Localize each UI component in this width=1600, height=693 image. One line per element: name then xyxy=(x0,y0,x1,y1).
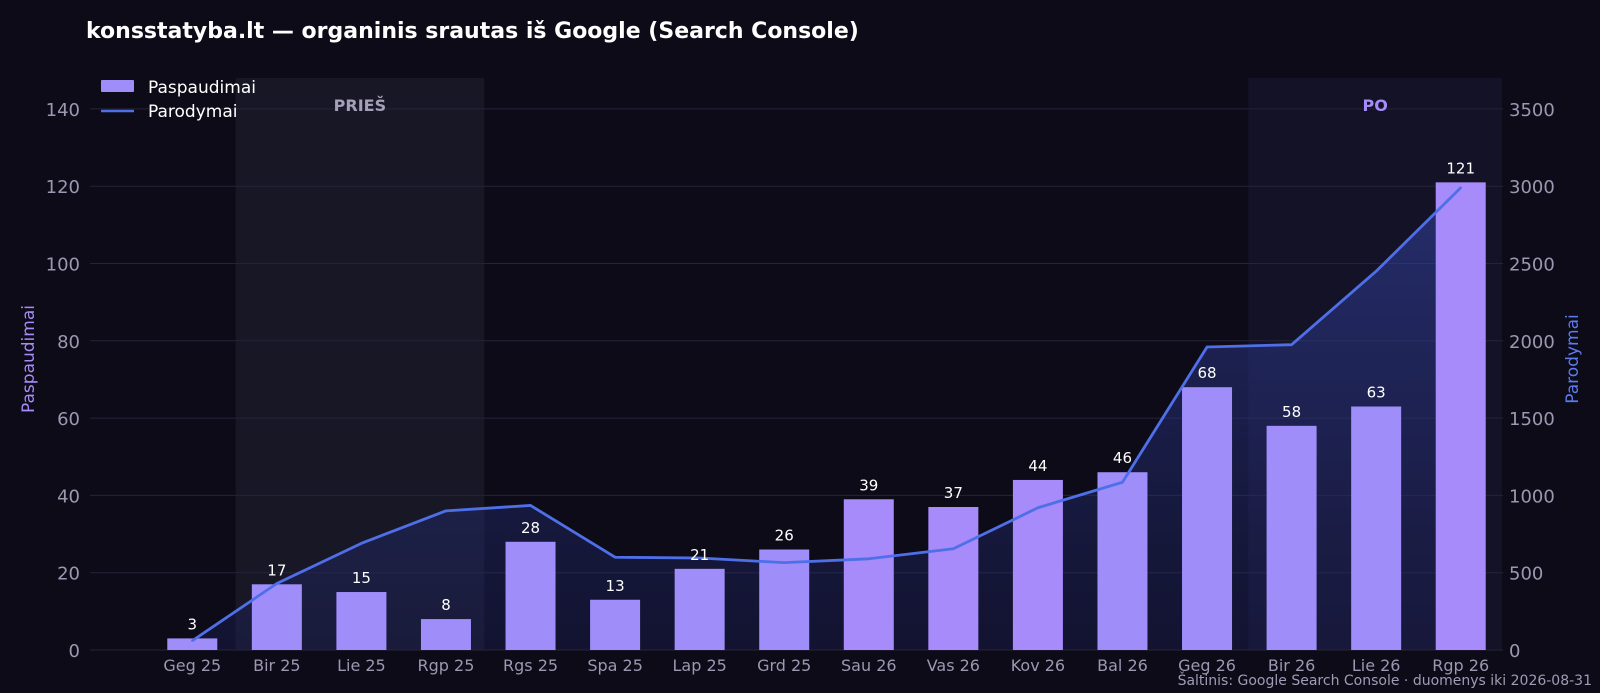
y-tick-right: 2000 xyxy=(1509,332,1555,353)
data-label: 21 xyxy=(690,546,709,564)
impressions-point-bir-26 xyxy=(1290,343,1293,346)
y-axis-label-right: Parodymai xyxy=(1563,314,1583,403)
bar-rgp-26 xyxy=(1435,182,1486,650)
data-label: 15 xyxy=(352,569,371,587)
x-tick: Rgs 25 xyxy=(503,656,558,675)
impressions-line xyxy=(191,186,1462,642)
impressions-point-sau-26 xyxy=(867,557,870,560)
x-tick: Bal 26 xyxy=(1097,656,1148,675)
legend-label-parodymai: Parodymai xyxy=(148,102,237,122)
x-tick: Bir 26 xyxy=(1268,656,1315,675)
y-tick-right: 1000 xyxy=(1509,486,1555,507)
y-tick-right: 1500 xyxy=(1509,409,1555,430)
x-tick: Grd 25 xyxy=(757,656,811,675)
bar-geg-26 xyxy=(1182,387,1233,650)
y-tick-right: 500 xyxy=(1509,564,1543,585)
x-tick: Lie 25 xyxy=(337,656,386,675)
y-tick-left: 80 xyxy=(57,332,80,353)
data-label: 13 xyxy=(606,577,625,595)
impressions-point-rgp-25 xyxy=(444,509,448,513)
impressions-point-grd-25 xyxy=(783,561,786,564)
data-label: 26 xyxy=(775,527,794,545)
y-tick-left: 0 xyxy=(69,641,80,662)
impressions-point-rgs-25 xyxy=(529,504,532,507)
y-tick-left: 40 xyxy=(57,486,80,507)
y-tick-left: 120 xyxy=(46,177,80,198)
legend-swatch-paspaudimai xyxy=(101,80,134,92)
impressions-point-lie-25 xyxy=(360,542,363,545)
x-tick: Sau 26 xyxy=(841,656,897,675)
data-label: 44 xyxy=(1028,457,1047,475)
bar-spa-25 xyxy=(590,599,641,650)
y-tick-left: 60 xyxy=(57,409,80,430)
bar-rgp-25 xyxy=(420,619,471,650)
impressions-point-spa-25 xyxy=(613,556,617,559)
impressions-point-geg-25 xyxy=(191,639,194,642)
legend: Paspaudimai Parodymai xyxy=(101,78,256,122)
x-tick: Geg 26 xyxy=(1178,656,1236,675)
y-tick-left: 100 xyxy=(46,255,80,276)
data-label: 28 xyxy=(521,519,540,537)
bar-sau-26 xyxy=(843,499,894,650)
x-tick: Lap 25 xyxy=(672,656,726,675)
data-label: 68 xyxy=(1197,364,1216,382)
legend-label-paspaudimai: Paspaudimai xyxy=(148,78,256,98)
impressions-point-bal-26 xyxy=(1121,481,1124,484)
y-tick-right: 0 xyxy=(1509,641,1520,662)
y-tick-right: 2500 xyxy=(1509,255,1555,276)
bar-bir-26 xyxy=(1266,425,1317,650)
x-tick: Rgp 25 xyxy=(418,656,475,675)
data-label: 39 xyxy=(859,476,878,494)
x-tick: Spa 25 xyxy=(587,656,643,675)
data-label: 58 xyxy=(1282,403,1301,421)
source-note: Šaltinis: Google Search Console · duomen… xyxy=(1178,671,1592,689)
x-tick: Bir 25 xyxy=(253,656,300,675)
data-label: 3 xyxy=(188,615,198,633)
impressions-point-vas-26 xyxy=(952,547,955,550)
bar-lie-25 xyxy=(336,592,387,650)
bar-bal-26 xyxy=(1097,472,1148,650)
y-axis-label-left: Paspaudimai xyxy=(19,305,39,413)
data-label: 8 xyxy=(441,596,451,614)
data-label: 121 xyxy=(1446,159,1475,177)
impressions-point-bir-25 xyxy=(275,582,279,585)
x-tick: Geg 25 xyxy=(163,656,221,675)
impressions-point-kov-26 xyxy=(1036,506,1040,509)
bar-geg-25 xyxy=(167,638,218,650)
y-tick-right: 3000 xyxy=(1509,177,1555,198)
data-label: 37 xyxy=(944,484,963,502)
band-label-after: PO xyxy=(1362,96,1387,115)
bar-vas-26 xyxy=(928,507,979,650)
y-tick-left: 140 xyxy=(46,100,80,121)
x-tick: Kov 26 xyxy=(1011,656,1065,675)
x-tick: Rgp 26 xyxy=(1432,656,1489,675)
bar-lie-26 xyxy=(1351,406,1402,650)
x-tick: Lie 26 xyxy=(1352,656,1401,675)
bar-rgs-25 xyxy=(505,541,556,650)
impressions-point-lap-25 xyxy=(698,556,701,560)
bar-grd-25 xyxy=(759,549,810,650)
data-label: 46 xyxy=(1113,449,1132,467)
bar-kov-26 xyxy=(1012,479,1063,650)
chart-title: konsstatyba.lt — organinis srautas iš Go… xyxy=(86,19,859,44)
bar-lap-25 xyxy=(674,568,725,650)
data-label: 63 xyxy=(1367,384,1386,402)
impressions-point-geg-26 xyxy=(1205,345,1209,349)
band-label-before: PRIEŠ xyxy=(334,96,386,115)
y-tick-left: 20 xyxy=(57,564,80,585)
y-tick-right: 3500 xyxy=(1509,100,1555,121)
data-label: 17 xyxy=(267,561,286,579)
impressions-point-rgp-26 xyxy=(1459,186,1462,189)
impressions-point-lie-26 xyxy=(1374,270,1378,273)
x-tick: Vas 26 xyxy=(927,656,980,675)
